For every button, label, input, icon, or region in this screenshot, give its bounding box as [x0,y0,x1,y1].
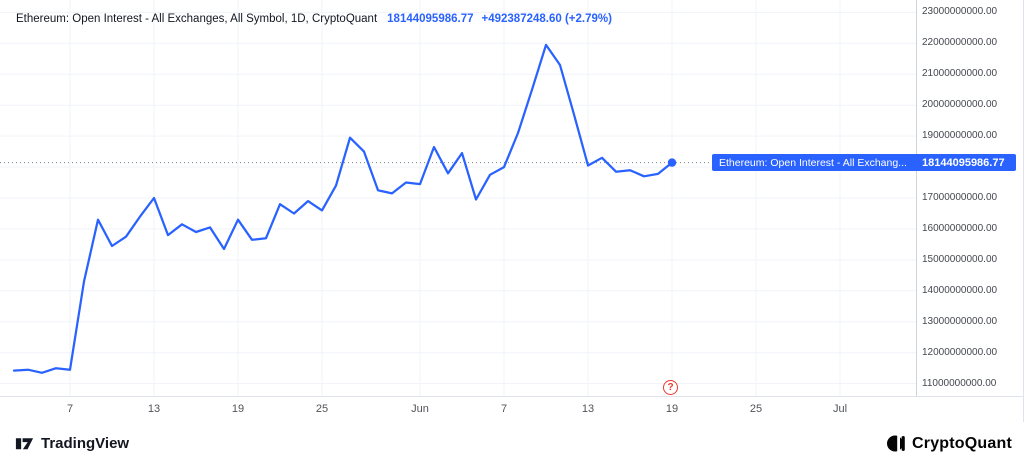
last-price-value: 18144095986.77 [922,156,1005,169]
chart-canvas [0,0,916,396]
tradingview-logo-icon [15,438,34,450]
price-scale-label: 21000000000.00 [922,68,998,80]
time-scale-label: 13 [147,403,161,415]
time-scale-label: 19 [231,403,245,415]
cryptoquant-logo-icon [887,434,905,453]
time-scale-label: Jul [832,403,848,415]
time-scale-label: 13 [581,403,595,415]
price-scale-label: 19000000000.00 [922,130,998,142]
attribution-bar: TradingView CryptoQuant [0,422,1024,465]
price-scale-label: 11000000000.00 [922,377,997,389]
time-scale[interactable]: 7 13 19 25 Jun 7 13 19 25 Jul [0,396,1024,422]
last-price-label: Ethereum: Open Interest - All Exchang...… [712,154,1016,172]
price-scale-label: 14000000000.00 [922,284,998,296]
price-scale-label: 16000000000.00 [922,222,998,234]
series-last-value: 18144095986.77 [387,13,474,25]
price-scale-label: 23000000000.00 [922,6,998,18]
chart-legend: Ethereum: Open Interest - All Exchanges,… [16,13,612,25]
price-scale-label: 22000000000.00 [922,37,998,49]
price-scale-label: 12000000000.00 [922,346,998,358]
time-scale-label: 25 [315,403,329,415]
time-scale-label: 7 [66,403,74,415]
series-title[interactable]: Ethereum: Open Interest - All Exchanges,… [16,13,378,25]
price-scale-label: 17000000000.00 [922,192,998,203]
price-scale-label: 13000000000.00 [922,315,998,327]
price-scale-label: 15000000000.00 [922,253,998,265]
help-icon[interactable]: ? [663,380,678,395]
time-scale-label: 7 [500,403,508,415]
price-scale[interactable]: 23000000000.00 22000000000.00 21000000000.… [916,0,1024,422]
tradingview-label: TradingView [41,435,130,452]
last-price-series-name: Ethereum: Open Interest - All Exchang... [719,156,907,169]
tradingview-link[interactable]: TradingView [14,433,129,454]
time-scale-label: 25 [749,403,763,415]
price-chart[interactable]: Ethereum: Open Interest - All Exchanges,… [0,0,916,396]
price-scale-label: 20000000000.00 [922,99,998,111]
time-scale-label: Jun [411,403,429,415]
cryptoquant-link[interactable]: CryptoQuant [887,434,1012,453]
time-scale-label: 19 [665,403,679,415]
cryptoquant-label: CryptoQuant [912,434,1012,452]
series-change: +492387248.60 (+2.79%) [481,13,612,25]
